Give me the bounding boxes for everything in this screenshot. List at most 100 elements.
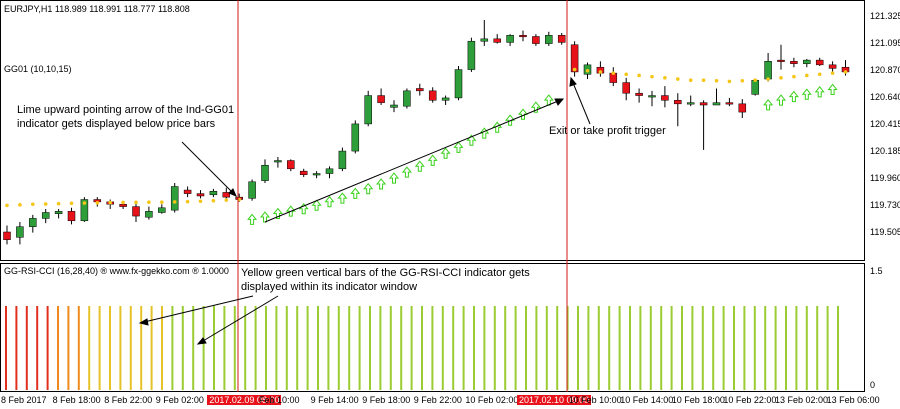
candle-body — [790, 61, 798, 64]
candle-body — [80, 199, 89, 222]
gg01-up-arrow — [285, 205, 296, 217]
candle-body — [828, 64, 837, 69]
gg01-up-arrow — [414, 160, 425, 172]
gg01-dot — [185, 199, 190, 204]
gg01-up-arrow — [775, 94, 787, 106]
candle-body — [312, 173, 321, 176]
gg01-dot — [82, 201, 87, 205]
gg01-up-arrow — [247, 213, 258, 225]
gg01-dot — [688, 78, 693, 83]
candle-body — [325, 168, 334, 174]
time-tick: 8 Feb 18:00 — [52, 395, 101, 405]
gg01-dot — [598, 70, 603, 74]
annotation-arrows — [138, 76, 591, 345]
candle-body — [674, 100, 682, 105]
price-tick: 120.415 — [870, 119, 900, 129]
candle-body — [557, 35, 566, 43]
gg01-dot — [572, 67, 577, 72]
price-tick: 120.640 — [870, 92, 900, 102]
gg01-up-arrow — [388, 172, 400, 184]
gg01-dot — [18, 203, 22, 207]
gg01-dot — [31, 202, 35, 207]
gg01-up-arrow — [376, 178, 387, 190]
candles-group — [3, 19, 850, 245]
gg01-up-arrow — [427, 154, 438, 166]
gg01-dot — [676, 77, 680, 81]
candle-body — [545, 35, 553, 44]
time-tick: 13 Feb 02:00 — [775, 395, 829, 405]
candle-body — [119, 203, 127, 207]
gg01-dot — [56, 201, 61, 206]
gg01-dot — [121, 200, 125, 205]
candle-body — [441, 97, 450, 101]
arrow-annotation: Lime upward pointing arrow of the Ind-GG… — [17, 104, 235, 130]
gg01-dot — [172, 200, 177, 204]
time-tick: 8 Feb 2017 — [1, 395, 47, 405]
candle-body — [351, 123, 360, 152]
gg01-dot — [69, 201, 74, 206]
price-tick: 120.870 — [870, 65, 900, 75]
sub-window-frame — [0, 263, 865, 392]
candle-body — [364, 95, 372, 125]
bars-pointer-2 — [197, 295, 279, 345]
main-chart-frame — [0, 0, 865, 261]
time-tick: 10 Feb 22:00 — [723, 395, 777, 405]
time-tick: Feb 10:00 — [259, 395, 300, 405]
bars-annotation: Yellow green vertical bars of the GG-RSI… — [241, 267, 530, 293]
gg01-up-arrow — [401, 166, 412, 178]
candle-body — [635, 92, 643, 96]
arrow-note-pointer — [181, 141, 237, 197]
gg01-up-arrow — [505, 114, 516, 126]
gg01-dot — [727, 79, 732, 84]
gg01-dot — [134, 200, 138, 205]
gg01-up-arrow — [814, 86, 825, 98]
candle-body — [222, 192, 231, 198]
time-tick: 8 Feb 22:00 — [104, 395, 153, 405]
gg01-dot — [753, 78, 757, 83]
gg01-up-arrow — [530, 101, 541, 113]
candle-body — [493, 38, 501, 43]
sub-axis-bottom: 0 — [870, 380, 876, 390]
gg01-dot — [714, 78, 719, 83]
candle-body — [803, 59, 811, 64]
gg01-dot — [585, 68, 590, 73]
gg01-up-arrow — [363, 182, 374, 195]
price-tick: 121.095 — [870, 38, 900, 48]
gg01-up-arrow — [298, 202, 309, 215]
price-tick: 120.185 — [870, 146, 900, 156]
candle-body — [725, 102, 734, 105]
candle-body — [661, 95, 669, 101]
sub-indicator-label: GG-RSI-CCI (16,28,40) ® www.fx-ggekko.co… — [4, 266, 229, 276]
gg01-dot — [95, 201, 100, 205]
gg01-dot — [650, 74, 654, 79]
time-tick: 10 Feb 14:00 — [620, 395, 674, 405]
gg01-dot — [198, 199, 203, 204]
candle-body — [751, 79, 759, 95]
candle-body — [16, 226, 24, 238]
candle-body — [506, 35, 514, 43]
candle-body — [519, 35, 527, 38]
gg01-dot — [160, 200, 164, 204]
gg01-up-arrow — [763, 99, 774, 111]
candle-body — [67, 211, 76, 222]
candle-body — [299, 170, 308, 175]
candle-body — [170, 186, 179, 211]
gg01-dot — [740, 78, 745, 83]
gg01-dot — [766, 77, 770, 81]
gg01-up-arrow — [440, 147, 451, 159]
gg01-up-arrow — [350, 187, 361, 199]
candle-body — [480, 38, 489, 42]
gg01-dot — [701, 78, 706, 83]
gg01-dot — [108, 200, 112, 205]
gg01-up-arrow — [259, 211, 271, 223]
candle-body — [248, 181, 256, 199]
gg01-dot — [663, 76, 667, 80]
candle-body — [570, 44, 579, 73]
candle-body — [738, 103, 747, 113]
gg01-dot — [779, 76, 783, 80]
gg01-dot — [637, 73, 641, 78]
price-tick: 119.505 — [870, 227, 900, 237]
gg01-up-arrow — [337, 192, 348, 204]
